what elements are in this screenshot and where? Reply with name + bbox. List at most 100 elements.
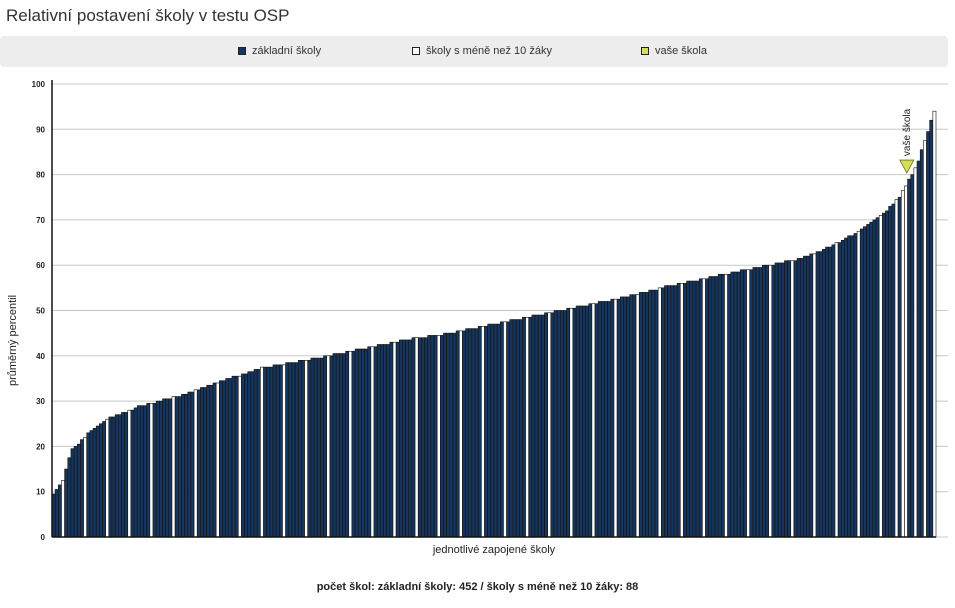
bar <box>234 375 239 538</box>
bar <box>654 289 659 538</box>
bar <box>746 269 751 538</box>
bar <box>465 328 470 538</box>
bar <box>421 337 425 538</box>
bar <box>477 326 482 538</box>
bar <box>692 280 697 538</box>
bar <box>263 366 267 538</box>
bar <box>215 382 220 538</box>
bar <box>828 246 833 538</box>
bar <box>64 468 69 538</box>
bar <box>140 405 144 538</box>
bar <box>506 321 511 538</box>
bar <box>550 312 555 538</box>
bar <box>626 296 631 538</box>
bar <box>616 298 621 538</box>
bar <box>522 316 526 538</box>
bar <box>572 307 577 538</box>
bar <box>402 339 406 538</box>
bar <box>102 421 106 538</box>
y-tick-label: 90 <box>36 125 45 134</box>
bars <box>51 110 937 538</box>
bar <box>711 276 716 538</box>
bar <box>509 319 514 538</box>
bar <box>155 400 160 538</box>
bar <box>575 305 580 538</box>
bar <box>708 276 713 538</box>
bar <box>209 384 214 538</box>
bar <box>171 396 176 538</box>
bar <box>771 264 776 538</box>
bar <box>320 357 324 538</box>
bar <box>733 271 738 538</box>
bar <box>376 344 381 538</box>
bar <box>885 210 889 538</box>
bar <box>335 353 340 538</box>
bar <box>679 283 684 538</box>
bar <box>152 403 157 538</box>
bar <box>436 335 441 538</box>
bar <box>338 353 343 538</box>
bar <box>471 328 476 538</box>
bar <box>427 335 432 538</box>
y-tick-label: 50 <box>36 307 45 316</box>
bar <box>784 260 788 538</box>
bar <box>159 400 163 538</box>
bar <box>676 283 681 538</box>
bar <box>588 303 593 538</box>
bar <box>604 301 608 538</box>
bar <box>405 339 410 538</box>
bar <box>727 273 732 538</box>
bar <box>765 264 769 538</box>
bar <box>553 310 558 538</box>
bar <box>878 215 883 538</box>
legend-item-male-skoly: školy s méně než 10 žáky <box>412 45 552 57</box>
bar <box>200 387 204 538</box>
bar <box>683 283 687 538</box>
bar <box>929 119 934 538</box>
legend-swatch-icon <box>412 47 420 55</box>
bar <box>601 301 605 538</box>
bar <box>291 362 296 538</box>
bar <box>518 319 523 538</box>
bar <box>755 267 760 538</box>
bar <box>165 398 170 538</box>
bar <box>632 294 637 538</box>
chart: 0 10 20 30 40 50 60 70 80 90 100 vaše škola průměr… <box>7 80 948 556</box>
bar <box>752 267 757 538</box>
bar <box>569 307 574 538</box>
bar <box>196 389 201 538</box>
bar <box>127 409 132 538</box>
bar <box>850 235 855 538</box>
y-tick-label: 70 <box>36 216 45 225</box>
bar <box>222 380 226 538</box>
bar <box>114 414 119 538</box>
bar <box>348 350 353 538</box>
bar <box>566 307 571 538</box>
bar <box>260 366 264 538</box>
bar <box>863 226 867 538</box>
bar <box>357 348 362 538</box>
y-tick-label: 20 <box>36 442 45 451</box>
bar <box>515 319 520 538</box>
bar <box>714 276 719 538</box>
y-tick-label: 60 <box>36 261 45 270</box>
bar <box>670 285 675 538</box>
bar <box>392 341 397 538</box>
bar <box>181 394 185 538</box>
bar <box>417 337 422 538</box>
bar <box>730 271 735 538</box>
bar <box>433 335 438 538</box>
legend: základní školy školy s méně než 10 žáky … <box>0 36 948 67</box>
bar <box>187 391 192 538</box>
bar <box>910 174 915 538</box>
bar <box>304 360 309 538</box>
bar <box>695 280 700 538</box>
bar <box>806 255 811 538</box>
bar <box>547 312 552 538</box>
bar <box>803 255 807 538</box>
bar <box>89 430 94 538</box>
bar <box>840 239 845 538</box>
bar <box>487 323 492 538</box>
bar <box>512 319 517 538</box>
bar <box>395 341 400 538</box>
